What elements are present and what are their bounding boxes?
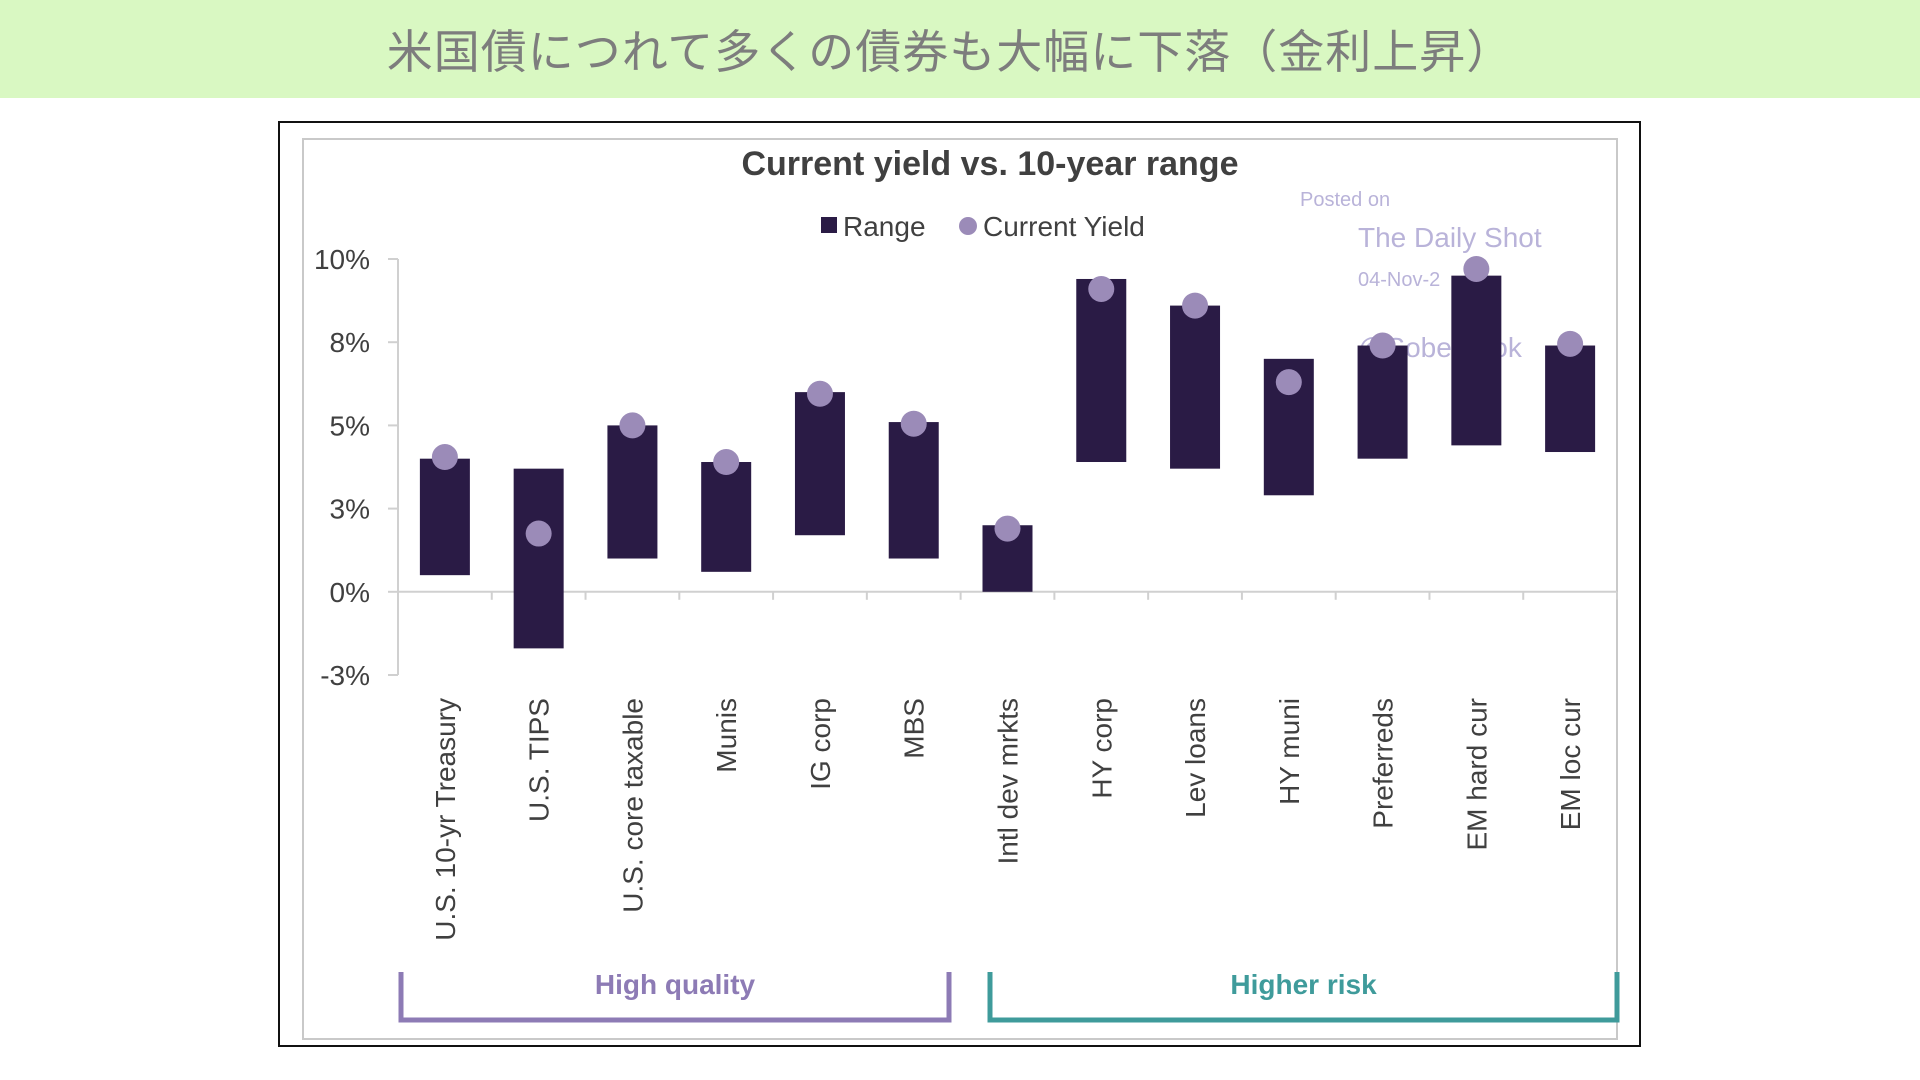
page-title: 米国債につれて多くの債券も大幅に下落（金利上昇） <box>386 25 1514 79</box>
chart-inner-frame <box>302 138 1618 1040</box>
chart-title: Current yield vs. 10-year range <box>741 145 1238 183</box>
group-bracket <box>987 972 1620 1023</box>
legend-yield-label: Current Yield <box>983 211 1145 242</box>
group-label: High quality <box>595 969 756 1000</box>
watermark-posted-on: Posted on <box>1300 189 1390 211</box>
range-bar <box>607 425 658 559</box>
watermark: Posted on The Daily Shot 04-Nov-2 @Sober… <box>1300 189 1542 363</box>
range-bars <box>419 275 1596 649</box>
current-yield-dot <box>525 520 552 547</box>
x-tick-label: Preferreds <box>1368 698 1399 829</box>
current-yield-dot <box>1088 275 1115 302</box>
legend: Range Current Yield <box>821 211 1145 242</box>
range-bar <box>1545 345 1596 453</box>
watermark-date: 04-Nov-2 <box>1358 269 1440 291</box>
watermark-source: The Daily Shot <box>1358 222 1542 253</box>
legend-range-label: Range <box>843 211 926 242</box>
y-tick-label: 5% <box>330 410 370 441</box>
y-tick-label: 10% <box>314 244 370 275</box>
y-tick-label: 8% <box>330 327 370 358</box>
x-tick-label: Munis <box>711 698 742 773</box>
current-yield-dot <box>994 515 1021 542</box>
y-tick-label: 0% <box>330 577 370 608</box>
y-tick-label: 3% <box>330 494 370 525</box>
legend-range-swatch <box>821 217 837 233</box>
range-bar <box>888 422 939 559</box>
current-yield-dot <box>1557 330 1584 357</box>
y-tick-label: -3% <box>320 660 370 691</box>
current-yield-dot <box>1369 332 1396 359</box>
y-axis: 10% 8% 5% 3% 0% -3% <box>314 244 1618 691</box>
x-tick-label: HY muni <box>1274 698 1305 805</box>
current-yield-dot <box>713 449 740 476</box>
chart-outer-frame <box>278 121 1641 1047</box>
current-yield-markers <box>431 255 1584 547</box>
x-tick-label: Lev loans <box>1180 698 1211 818</box>
range-bar <box>1451 275 1502 446</box>
current-yield-dot <box>1182 292 1209 319</box>
x-tick-label: IG corp <box>805 698 836 790</box>
category-groups: High quality Higher risk <box>398 969 1620 1023</box>
range-bar <box>1170 305 1221 469</box>
title-banner: 米国債につれて多くの債券も大幅に下落（金利上昇） <box>0 0 1920 98</box>
x-tick-label: U.S. TIPS <box>524 698 555 822</box>
x-tick-label: U.S. 10-yr Treasury <box>430 698 461 941</box>
group-label: Higher risk <box>1230 969 1377 1000</box>
x-tick-label: U.S. core taxable <box>617 698 648 913</box>
x-tick-label: Intl dev mrkts <box>993 698 1024 864</box>
x-tick-label: MBS <box>899 698 930 759</box>
range-bar <box>419 458 470 576</box>
range-bar <box>1357 345 1408 459</box>
range-bar <box>701 462 752 572</box>
x-axis-labels: U.S. 10-yr Treasury U.S. TIPS U.S. core ta… <box>430 698 1586 941</box>
current-yield-dot <box>806 380 833 407</box>
current-yield-dot <box>1275 369 1302 396</box>
current-yield-dot <box>619 412 646 439</box>
range-bar <box>513 468 564 649</box>
current-yield-dot <box>1463 255 1490 282</box>
group-bracket <box>398 972 952 1023</box>
x-tick-label: EM hard cur <box>1461 698 1492 851</box>
current-yield-dot <box>431 444 458 471</box>
x-tick-label: HY corp <box>1086 698 1117 799</box>
range-bar <box>1076 278 1127 463</box>
current-yield-dot <box>900 410 927 437</box>
legend-yield-marker <box>959 217 977 235</box>
x-tick-label: EM loc cur <box>1555 698 1586 830</box>
range-bar <box>794 392 845 536</box>
